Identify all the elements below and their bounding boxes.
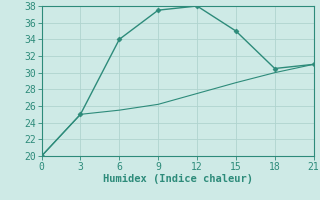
X-axis label: Humidex (Indice chaleur): Humidex (Indice chaleur) xyxy=(103,174,252,184)
